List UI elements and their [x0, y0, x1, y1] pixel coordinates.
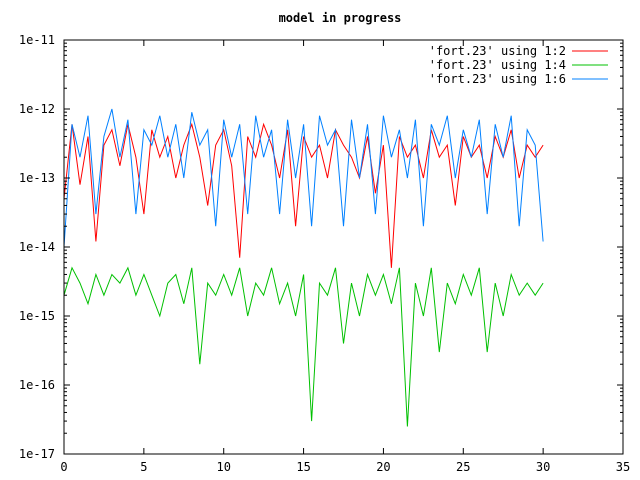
x-tick-label: 5 [140, 460, 147, 474]
x-tick-label: 15 [296, 460, 310, 474]
x-tick-label: 30 [536, 460, 550, 474]
x-tick-label: 0 [60, 460, 67, 474]
series-line-1 [63, 122, 544, 268]
y-tick-label: 1e-17 [19, 447, 55, 461]
x-tick-label: 10 [216, 460, 230, 474]
y-tick-label: 1e-13 [19, 171, 55, 185]
legend-label-3: 'fort.23' using 1:6 [429, 72, 566, 86]
series-line-2 [63, 266, 544, 427]
y-tick-label: 1e-14 [19, 240, 55, 254]
y-tick-label: 1e-16 [19, 378, 55, 392]
chart-title: model in progress [279, 11, 402, 25]
legend: 'fort.23' using 1:2'fort.23' using 1:4'f… [429, 44, 608, 86]
legend-label-1: 'fort.23' using 1:2 [429, 44, 566, 58]
y-tick-label: 1e-15 [19, 309, 55, 323]
series-layer [63, 108, 544, 427]
series-line-3 [63, 108, 544, 248]
x-tick-label: 25 [456, 460, 470, 474]
y-tick-label: 1e-12 [19, 102, 55, 116]
y-tick-label: 1e-11 [19, 33, 55, 47]
plot-frame [63, 39, 624, 455]
axes-layer: 0 5 10 15 20 25 30 35 1e-17 1e-16 1e-15 1e-14 1e-13 1… [19, 33, 630, 474]
legend-label-2: 'fort.23' using 1:4 [429, 58, 566, 72]
x-tick-label: 20 [376, 460, 390, 474]
x-tick-label: 35 [616, 460, 630, 474]
